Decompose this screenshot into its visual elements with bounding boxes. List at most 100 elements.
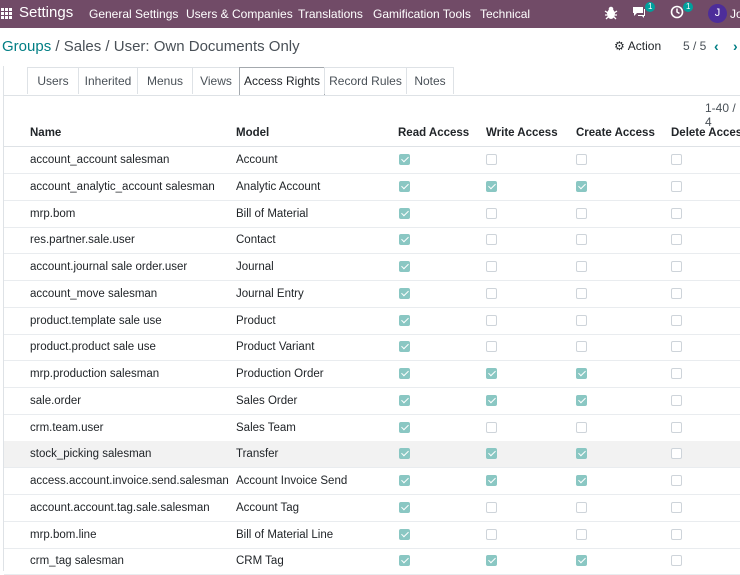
column-write-access[interactable]: Write Access bbox=[486, 127, 558, 139]
read-access-checkbox[interactable] bbox=[399, 448, 410, 459]
create-access-checkbox[interactable] bbox=[576, 448, 587, 459]
menu-users-companies[interactable]: Users & Companies bbox=[186, 7, 293, 21]
create-access-checkbox[interactable] bbox=[576, 288, 587, 299]
table-row[interactable]: access.account.invoice.send.salesman Acco… bbox=[4, 468, 740, 495]
create-access-checkbox[interactable] bbox=[576, 422, 587, 433]
menu-technical[interactable]: Technical bbox=[480, 7, 531, 21]
column-model[interactable]: Model bbox=[236, 127, 270, 139]
chevron-right-icon[interactable]: › bbox=[733, 38, 738, 54]
write-access-checkbox[interactable] bbox=[486, 288, 497, 299]
tab-menus[interactable]: Menus bbox=[137, 67, 193, 94]
avatar[interactable]: J bbox=[708, 4, 727, 23]
create-access-checkbox[interactable] bbox=[576, 154, 587, 165]
delete-access-checkbox[interactable] bbox=[671, 315, 682, 326]
delete-access-checkbox[interactable] bbox=[671, 288, 682, 299]
chat-icon[interactable]: 1 bbox=[632, 2, 656, 21]
read-access-checkbox[interactable] bbox=[399, 475, 410, 486]
create-access-checkbox[interactable] bbox=[576, 261, 587, 272]
column-read-access[interactable]: Read Access bbox=[398, 127, 470, 139]
delete-access-checkbox[interactable] bbox=[671, 475, 682, 486]
write-access-checkbox[interactable] bbox=[486, 502, 497, 513]
app-title[interactable]: Settings bbox=[19, 4, 74, 21]
create-access-checkbox[interactable] bbox=[576, 181, 587, 192]
bug-icon[interactable] bbox=[604, 5, 618, 21]
delete-access-checkbox[interactable] bbox=[671, 529, 682, 540]
tab-access-rights[interactable]: Access Rights bbox=[239, 67, 325, 96]
table-row[interactable]: product.template sale use Product bbox=[4, 308, 740, 335]
table-row[interactable]: crm.team.user Sales Team bbox=[4, 415, 740, 442]
write-access-checkbox[interactable] bbox=[486, 422, 497, 433]
create-access-checkbox[interactable] bbox=[576, 529, 587, 540]
read-access-checkbox[interactable] bbox=[399, 315, 410, 326]
read-access-checkbox[interactable] bbox=[399, 555, 410, 566]
table-row[interactable]: mrp.production salesman Production Order bbox=[4, 361, 740, 388]
read-access-checkbox[interactable] bbox=[399, 261, 410, 272]
list-pager[interactable]: 1-40 / 4 bbox=[705, 101, 736, 129]
table-row[interactable]: sale.order Sales Order bbox=[4, 388, 740, 415]
table-row[interactable]: res.partner.sale.user Contact bbox=[4, 227, 740, 254]
column-delete-access[interactable]: Delete Access bbox=[671, 127, 740, 139]
delete-access-checkbox[interactable] bbox=[671, 154, 682, 165]
create-access-checkbox[interactable] bbox=[576, 341, 587, 352]
delete-access-checkbox[interactable] bbox=[671, 208, 682, 219]
write-access-checkbox[interactable] bbox=[486, 395, 497, 406]
table-row[interactable]: product.product sale use Product Variant bbox=[4, 334, 740, 361]
record-pager[interactable]: 5 / 5 bbox=[683, 39, 707, 53]
delete-access-checkbox[interactable] bbox=[671, 368, 682, 379]
read-access-checkbox[interactable] bbox=[399, 422, 410, 433]
read-access-checkbox[interactable] bbox=[399, 529, 410, 540]
chevron-left-icon[interactable]: ‹ bbox=[714, 38, 719, 54]
write-access-checkbox[interactable] bbox=[486, 261, 497, 272]
clock-icon[interactable]: 1 bbox=[670, 2, 694, 21]
delete-access-checkbox[interactable] bbox=[671, 395, 682, 406]
user-name[interactable]: Jo bbox=[730, 7, 740, 21]
delete-access-checkbox[interactable] bbox=[671, 555, 682, 566]
read-access-checkbox[interactable] bbox=[399, 288, 410, 299]
table-row[interactable]: mrp.bom.line Bill of Material Line bbox=[4, 522, 740, 549]
table-row[interactable]: account_account salesman Account bbox=[4, 147, 740, 174]
table-row[interactable]: stock_picking salesman Transfer bbox=[4, 441, 740, 468]
tab-notes[interactable]: Notes bbox=[406, 67, 454, 94]
tab-users[interactable]: Users bbox=[27, 67, 79, 94]
breadcrumb-groups-link[interactable]: Groups bbox=[2, 38, 52, 55]
read-access-checkbox[interactable] bbox=[399, 368, 410, 379]
read-access-checkbox[interactable] bbox=[399, 502, 410, 513]
table-row[interactable]: account_analytic_account salesman Analyti… bbox=[4, 174, 740, 201]
tab-inherited[interactable]: Inherited bbox=[78, 67, 138, 94]
table-row[interactable]: mrp.bom Bill of Material bbox=[4, 201, 740, 228]
menu-translations[interactable]: Translations bbox=[298, 7, 363, 21]
create-access-checkbox[interactable] bbox=[576, 368, 587, 379]
table-row[interactable]: account.journal sale order.user Journal bbox=[4, 254, 740, 281]
tab-views[interactable]: Views bbox=[192, 67, 240, 94]
create-access-checkbox[interactable] bbox=[576, 555, 587, 566]
create-access-checkbox[interactable] bbox=[576, 208, 587, 219]
create-access-checkbox[interactable] bbox=[576, 475, 587, 486]
delete-access-checkbox[interactable] bbox=[671, 422, 682, 433]
write-access-checkbox[interactable] bbox=[486, 368, 497, 379]
write-access-checkbox[interactable] bbox=[486, 315, 497, 326]
write-access-checkbox[interactable] bbox=[486, 154, 497, 165]
action-button[interactable]: ⚙ Action bbox=[614, 39, 661, 53]
delete-access-checkbox[interactable] bbox=[671, 448, 682, 459]
delete-access-checkbox[interactable] bbox=[671, 502, 682, 513]
read-access-checkbox[interactable] bbox=[399, 234, 410, 245]
write-access-checkbox[interactable] bbox=[486, 529, 497, 540]
create-access-checkbox[interactable] bbox=[576, 234, 587, 245]
read-access-checkbox[interactable] bbox=[399, 395, 410, 406]
delete-access-checkbox[interactable] bbox=[671, 234, 682, 245]
column-create-access[interactable]: Create Access bbox=[576, 127, 655, 139]
delete-access-checkbox[interactable] bbox=[671, 181, 682, 192]
write-access-checkbox[interactable] bbox=[486, 181, 497, 192]
table-row[interactable]: account_move salesman Journal Entry bbox=[4, 281, 740, 308]
write-access-checkbox[interactable] bbox=[486, 341, 497, 352]
write-access-checkbox[interactable] bbox=[486, 475, 497, 486]
delete-access-checkbox[interactable] bbox=[671, 341, 682, 352]
menu-gamification-tools[interactable]: Gamification Tools bbox=[373, 7, 471, 21]
read-access-checkbox[interactable] bbox=[399, 181, 410, 192]
write-access-checkbox[interactable] bbox=[486, 555, 497, 566]
delete-access-checkbox[interactable] bbox=[671, 261, 682, 272]
apps-grid-icon[interactable] bbox=[1, 7, 13, 21]
create-access-checkbox[interactable] bbox=[576, 395, 587, 406]
menu-general-settings[interactable]: General Settings bbox=[89, 7, 179, 21]
column-name[interactable]: Name bbox=[30, 127, 62, 139]
